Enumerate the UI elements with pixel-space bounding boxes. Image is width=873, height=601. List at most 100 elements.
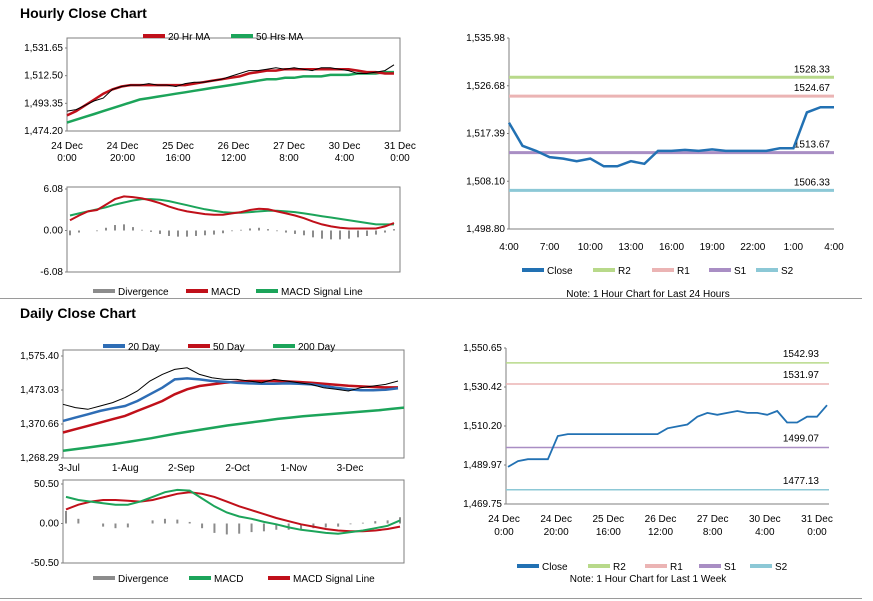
hourly-pivot-xtick-label: 4:00 (499, 242, 519, 253)
daily-macd-ytick-label: 50.50 (34, 479, 59, 490)
daily-price-xtick-label: 3-Jul (58, 463, 80, 474)
daily-price-xtick-label: 1-Aug (112, 463, 139, 474)
hourly-pivot-ytick-label: 1,498.80 (466, 224, 505, 235)
hourly-price-ytick-label: 1,531.65 (24, 43, 63, 54)
daily-macd-frame (62, 479, 405, 564)
hourly-pivot-ytick-label: 1,526.68 (466, 81, 505, 92)
daily-pivot-xtick-label: 26 Dec (645, 514, 677, 525)
section-divider (0, 298, 862, 299)
daily-pivot-legend-label: R2 (613, 562, 626, 573)
hourly-level-label: 1506.33 (794, 177, 831, 188)
daily-price-frame (62, 349, 405, 459)
hourly-pivot-xtick-label: 13:00 (618, 242, 643, 253)
daily-pivot-xtick-label: 25 Dec (592, 514, 624, 525)
hourly-price-xtick-label: 30 Dec (329, 141, 361, 152)
daily-pivot-close-line (507, 404, 828, 468)
hourly-pivot-legend-label: R2 (618, 266, 631, 277)
daily-macd-line (65, 488, 401, 535)
hourly-macd-legend-label: MACD Signal Line (281, 287, 363, 298)
hourly-price-xtick-label: 0:00 (57, 153, 77, 164)
hourly-price-xtick-label: 20:00 (110, 153, 135, 164)
daily-signal-line (65, 491, 401, 533)
daily-pivot-xtick-label: 20:00 (544, 527, 569, 538)
daily-macd-ytick-label: 0.00 (40, 519, 60, 530)
hourly-price-xtick-label: 4:00 (335, 153, 355, 164)
hourly-pivot-legend-label: S2 (781, 266, 794, 277)
daily-pivot-xtick-label: 24 Dec (488, 514, 520, 525)
daily-macd-legend-label: Divergence (118, 574, 169, 585)
daily-price-ytick-label: 1,575.40 (20, 351, 59, 362)
daily-pivot-legend-label: S2 (775, 562, 788, 573)
daily-pivot-ytick-label: 1,550.65 (463, 343, 502, 354)
daily-level-label: 1477.13 (783, 476, 820, 487)
daily-level-label: 1531.97 (783, 370, 820, 381)
daily-price-xtick-label: 1-Nov (280, 463, 307, 474)
hourly-pivot-legend-label: R1 (677, 266, 690, 277)
hourly-price-ytick-label: 1,512.50 (24, 71, 63, 82)
hourly-price-xtick-label: 0:00 (390, 153, 410, 164)
bottom-divider (0, 598, 862, 599)
hourly-macd-ytick-label: 0.00 (44, 226, 64, 237)
hourly-price-xtick-label: 27 Dec (273, 141, 305, 152)
hourly-price-xtick-label: 12:00 (221, 153, 246, 164)
hourly-level-label: 1524.67 (794, 83, 831, 94)
hourly-ma50-line (66, 70, 394, 124)
daily-macd-legend-label: MACD (214, 574, 243, 585)
hourly-pivot-xtick-label: 4:00 (824, 242, 844, 253)
hourly-pivot-xtick-label: 7:00 (540, 242, 560, 253)
hourly-price-xtick-label: 26 Dec (218, 141, 250, 152)
daily-pivot-xtick-label: 30 Dec (749, 514, 781, 525)
daily-price-legend-label: 50 Day (213, 342, 245, 353)
hourly-pivot-xtick-label: 16:00 (659, 242, 684, 253)
daily-price-xtick-label: 2-Oct (225, 463, 250, 474)
hourly-pivot-xtick-label: 22:00 (740, 242, 765, 253)
daily-pivot-legend-label: R1 (670, 562, 683, 573)
hourly-level-label: 1528.33 (794, 64, 831, 75)
daily-ma200-line (62, 406, 405, 453)
hourly-price-ytick-label: 1,493.35 (24, 98, 63, 109)
daily-price-xtick-label: 2-Sep (168, 463, 195, 474)
hourly-level-label: 1513.67 (794, 140, 831, 151)
hourly-pivot-xtick-label: 10:00 (578, 242, 603, 253)
daily-level-label: 1542.93 (783, 349, 820, 360)
daily-pivot-ytick-label: 1,469.75 (463, 499, 502, 510)
hourly-price-xtick-label: 16:00 (165, 153, 190, 164)
daily-pivot-xtick-label: 27 Dec (697, 514, 729, 525)
daily-price-ytick-label: 1,268.29 (20, 453, 59, 464)
daily-price-ytick-label: 1,473.03 (20, 385, 59, 396)
daily-pivot-legend-label: Close (542, 562, 568, 573)
daily-price-xtick-label: 3-Dec (337, 463, 364, 474)
hourly-pivot-note: Note: 1 Hour Chart for Last 24 Hours (566, 289, 729, 300)
daily-pivot-xtick-label: 0:00 (807, 527, 827, 538)
daily-pivot-xtick-label: 8:00 (703, 527, 723, 538)
daily-price-legend-label: 200 Day (298, 342, 335, 353)
hourly-pivot-xtick-label: 1:00 (784, 242, 804, 253)
hourly-pivot-close-line (507, 105, 834, 168)
daily-pivot-xtick-label: 16:00 (596, 527, 621, 538)
hourly-price-legend-label: 50 Hrs MA (256, 32, 304, 43)
hourly-pivot-legend-label: S1 (734, 266, 747, 277)
daily-pivot-xtick-label: 4:00 (755, 527, 775, 538)
hourly-price-xtick-label: 31 Dec (384, 141, 416, 152)
hourly-price-ytick-label: 1,474.20 (24, 126, 63, 137)
hourly-pivot-legend-label: Close (547, 266, 573, 277)
daily-price-ytick-label: 1,370.66 (20, 419, 59, 430)
hourly-pivot-ytick-label: 1,508.10 (466, 176, 505, 187)
daily-section-title: Daily Close Chart (20, 305, 136, 321)
hourly-macd-ytick-label: -6.08 (40, 267, 63, 278)
hourly-price-xtick-label: 25 Dec (162, 141, 194, 152)
daily-pivot-xtick-label: 31 Dec (801, 514, 833, 525)
daily-pivot-xtick-label: 24 Dec (540, 514, 572, 525)
hourly-price-legend-label: 20 Hr MA (168, 32, 211, 43)
hourly-macd-frame (66, 186, 401, 273)
daily-macd-ytick-label: -50.50 (31, 558, 60, 569)
daily-pivot-note: Note: 1 Hour Chart for Last 1 Week (570, 574, 728, 585)
daily-pivot-legend-label: S1 (724, 562, 737, 573)
hourly-close-line (66, 64, 395, 112)
hourly-price-xtick-label: 8:00 (279, 153, 299, 164)
hourly-macd-line (69, 195, 395, 230)
daily-pivot-ytick-label: 1,510.20 (463, 421, 502, 432)
daily-ma20-line (62, 377, 399, 423)
daily-pivot-ytick-label: 1,489.97 (463, 460, 502, 471)
